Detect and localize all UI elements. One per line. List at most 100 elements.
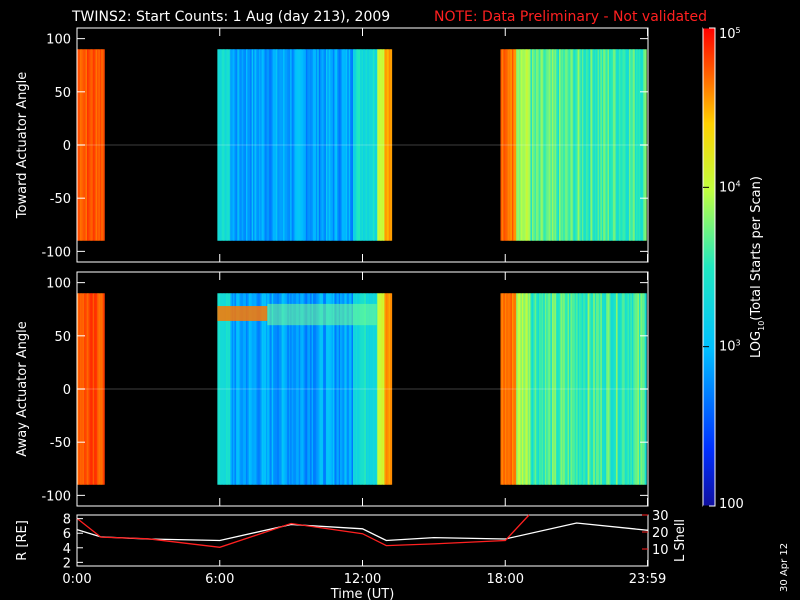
heatmap-column (623, 49, 626, 241)
heatmap-column (342, 49, 346, 241)
heatmap-column (270, 293, 273, 485)
heatmap-column (244, 49, 247, 241)
heatmap-column (354, 293, 357, 485)
heatmap-column (267, 49, 270, 241)
left-tick-label: 8 (63, 513, 71, 528)
heatmap-column (235, 293, 238, 485)
heatmap-column (250, 49, 253, 241)
heatmap-column (537, 49, 540, 241)
heatmap-column (523, 49, 526, 241)
heatmap-column (334, 293, 337, 485)
heatmap-column (384, 49, 387, 241)
heatmap-column (304, 293, 307, 485)
heatmap-column (85, 293, 88, 485)
heatmap-column (584, 49, 587, 241)
heatmap-column (570, 293, 573, 485)
heatmap-column (510, 293, 513, 485)
heatmap-column (350, 49, 353, 241)
heatmap-column (243, 293, 246, 485)
heatmap-column (597, 49, 600, 241)
heatmap-column (580, 49, 583, 241)
heatmap-column (223, 293, 226, 485)
heatmap-column (516, 49, 519, 241)
heatmap-column (231, 293, 234, 485)
heatmap-column (361, 293, 364, 485)
heatmap-column (613, 49, 616, 241)
heatmap-column (524, 293, 527, 485)
heatmap-column (351, 49, 354, 241)
heatmap-column (238, 293, 241, 485)
heatmap-column (323, 293, 326, 485)
heatmap-column (281, 293, 284, 485)
heatmap-column (251, 49, 254, 241)
heatmap-column (576, 293, 579, 485)
heatmap-column (380, 49, 383, 241)
heatmap-column (601, 293, 604, 485)
heatmap-column (305, 293, 308, 485)
heatmap-column (347, 49, 350, 241)
heatmap-column (344, 49, 347, 241)
x-axis-label: Time (UT) (330, 587, 395, 600)
heatmap-column (258, 293, 261, 485)
heatmap-column (526, 293, 529, 485)
heatmap-column (285, 49, 288, 241)
heatmap-column (577, 49, 580, 241)
heatmap-column (91, 293, 94, 485)
heatmap-column (254, 293, 257, 485)
heatmap-column (271, 49, 274, 241)
heatmap-column (257, 293, 260, 485)
heatmap-column (327, 293, 330, 485)
heatmap-column (500, 49, 503, 241)
heatmap-column (569, 293, 572, 485)
y-axis-label: Away Actuator Angle (15, 321, 30, 456)
heatmap-column (506, 293, 509, 485)
heatmap-column (531, 49, 534, 241)
y-tick-label: 0 (63, 383, 71, 398)
heatmap-column (553, 293, 556, 485)
heatmap-column (627, 49, 630, 241)
heatmap-column (310, 293, 313, 485)
heatmap-column (614, 293, 617, 485)
heatmap-column (280, 293, 283, 485)
heatmap-column (361, 49, 364, 241)
heatmap-column (500, 293, 503, 485)
heatmap-column (570, 49, 573, 241)
colorbar-tick-label: 104 (719, 179, 741, 195)
heatmap-column (372, 49, 375, 241)
heatmap-column (223, 49, 226, 241)
heatmap-column (303, 49, 306, 241)
heatmap-column (294, 293, 297, 485)
heatmap-column (627, 293, 630, 485)
heatmap-column (581, 49, 584, 241)
y-tick-label: 0 (63, 139, 71, 154)
heatmap-column (561, 49, 564, 241)
heatmap-column (95, 293, 98, 485)
heatmap-column (628, 49, 631, 241)
heatmap-column (574, 49, 577, 241)
heatmap-column (390, 293, 393, 485)
heatmap-column (501, 49, 504, 241)
heatmap-column (303, 293, 306, 485)
heatmap-column (280, 49, 283, 241)
heatmap-column (264, 49, 267, 241)
x-tick-label: 0:00 (62, 572, 91, 587)
heatmap-column (233, 49, 236, 241)
heatmap-column (89, 293, 92, 485)
heatmap-column (95, 49, 98, 241)
heatmap-column (263, 49, 266, 241)
heatmap-column (358, 293, 361, 485)
heatmap-column (225, 293, 228, 485)
heatmap-column (96, 49, 100, 241)
heatmap-column (583, 49, 586, 241)
heatmap-column (281, 49, 284, 241)
heatmap-column (583, 293, 586, 485)
heatmap-column (636, 49, 639, 241)
heatmap-column (358, 49, 361, 241)
heatmap-column (305, 49, 308, 241)
heatmap-column (521, 293, 524, 485)
heatmap-column (101, 49, 104, 241)
heatmap-column (598, 293, 602, 485)
heatmap-column (308, 49, 311, 241)
heatmap-column (99, 293, 102, 485)
heatmap-column (285, 293, 288, 485)
